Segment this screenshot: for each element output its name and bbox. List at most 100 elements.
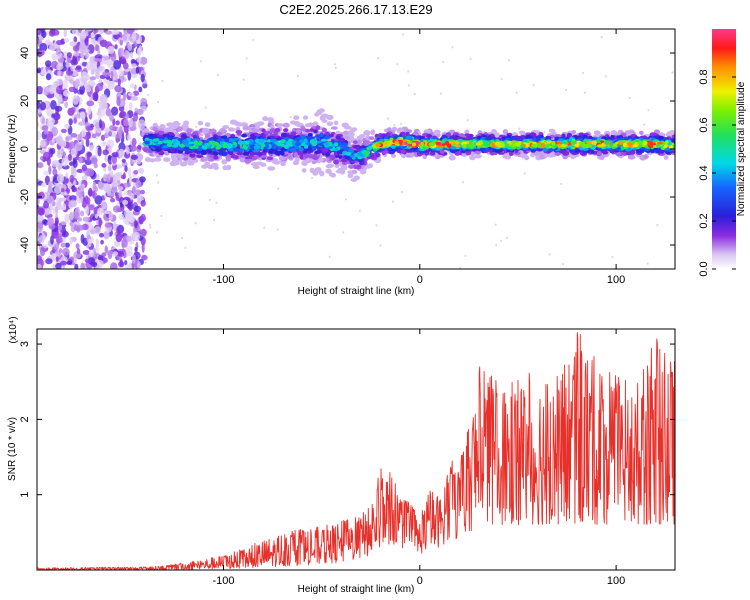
noise-blob xyxy=(130,145,138,152)
noise-blob xyxy=(73,224,79,231)
signal-blob xyxy=(554,151,561,156)
noise-blob xyxy=(57,149,61,156)
signal-blob xyxy=(212,151,219,156)
noise-blob xyxy=(112,251,119,257)
signal-blob xyxy=(445,132,452,138)
noise-blob xyxy=(138,45,143,54)
noise-blob xyxy=(130,96,138,101)
noise-blob xyxy=(72,52,80,57)
noise-blob xyxy=(68,86,75,93)
noise-blob xyxy=(37,101,41,109)
noise-blob xyxy=(113,72,118,80)
signal-blob xyxy=(370,154,375,159)
noise-blob xyxy=(87,221,93,227)
noise-blob xyxy=(119,39,124,46)
noise-blob xyxy=(88,187,93,197)
noise-blob xyxy=(69,195,78,202)
noise-blob xyxy=(55,105,63,112)
signal-blob xyxy=(450,129,455,134)
noise-blob xyxy=(73,180,77,186)
signal-blob xyxy=(496,149,502,153)
signal-blob xyxy=(448,154,456,161)
noise-blob xyxy=(79,84,85,95)
signal-blob xyxy=(333,159,339,165)
noise-blob xyxy=(60,260,67,266)
noise-blob xyxy=(129,51,134,59)
faint-speckle xyxy=(611,256,614,259)
signal-blob xyxy=(490,128,497,135)
signal-blob xyxy=(286,154,293,159)
noise-blob xyxy=(124,165,128,172)
noise-blob xyxy=(68,118,73,126)
noise-blob xyxy=(74,142,83,152)
noise-blob xyxy=(86,197,91,205)
noise-blob xyxy=(109,114,114,122)
noise-blob xyxy=(118,148,125,159)
noise-blob xyxy=(55,262,62,269)
signal-blob xyxy=(333,120,339,126)
noise-blob xyxy=(72,211,80,220)
signal-blob xyxy=(368,136,375,141)
noise-blob xyxy=(125,146,130,155)
faint-speckle xyxy=(656,223,659,227)
noise-blob xyxy=(76,248,81,255)
noise-blob xyxy=(58,224,62,231)
signal-blob xyxy=(426,133,433,139)
signal-blob xyxy=(596,150,603,156)
signal-blob xyxy=(340,166,348,171)
noise-blob xyxy=(98,29,105,35)
signal-blob xyxy=(235,130,243,134)
noise-blob xyxy=(84,258,92,263)
noise-blob xyxy=(97,65,104,72)
noise-blob xyxy=(72,95,79,105)
signal-blob xyxy=(295,129,302,134)
signal-blob xyxy=(196,154,204,158)
noise-blob xyxy=(104,155,109,162)
noise-blob xyxy=(122,92,127,101)
noise-blob xyxy=(37,121,40,128)
faint-speckle xyxy=(565,88,568,92)
noise-blob xyxy=(118,69,124,76)
noise-blob xyxy=(114,84,122,93)
noise-blob xyxy=(51,126,58,137)
faint-speckle xyxy=(600,36,603,39)
signal-blob xyxy=(400,148,406,154)
signal-blob xyxy=(216,138,223,142)
faint-speckle xyxy=(149,226,152,229)
signal-blob xyxy=(338,155,343,159)
signal-blob xyxy=(649,148,655,154)
noise-blob xyxy=(112,221,117,232)
faint-speckle xyxy=(466,119,469,122)
faint-speckle xyxy=(195,125,198,129)
noise-blob xyxy=(111,29,120,35)
noise-blob xyxy=(64,101,68,109)
noise-blob xyxy=(56,236,60,246)
signal-blob xyxy=(520,152,527,158)
noise-blob xyxy=(129,83,136,89)
signal-blob xyxy=(201,128,209,134)
signal-blob xyxy=(666,131,672,136)
noise-blob xyxy=(85,138,90,148)
noise-blob xyxy=(125,245,133,254)
signal-blob xyxy=(143,147,148,153)
noise-blob xyxy=(77,217,82,222)
signal-blob xyxy=(197,120,204,126)
noise-blob xyxy=(101,85,108,90)
noise-blob xyxy=(99,119,103,129)
faint-speckle xyxy=(157,181,160,184)
signal-blob xyxy=(267,150,274,154)
signal-blob xyxy=(405,131,410,137)
faint-speckle xyxy=(506,236,509,239)
noise-blob xyxy=(82,174,88,181)
signal-blob xyxy=(292,161,299,166)
noise-blob xyxy=(119,202,123,208)
faint-speckle xyxy=(413,92,416,96)
faint-speckle xyxy=(148,223,151,226)
noise-blob xyxy=(131,254,136,264)
faint-speckle xyxy=(643,123,646,126)
signal-blob xyxy=(186,128,193,134)
noise-blob xyxy=(136,56,142,63)
noise-blob xyxy=(110,177,113,182)
noise-blob xyxy=(141,231,147,237)
noise-blob xyxy=(82,30,89,37)
